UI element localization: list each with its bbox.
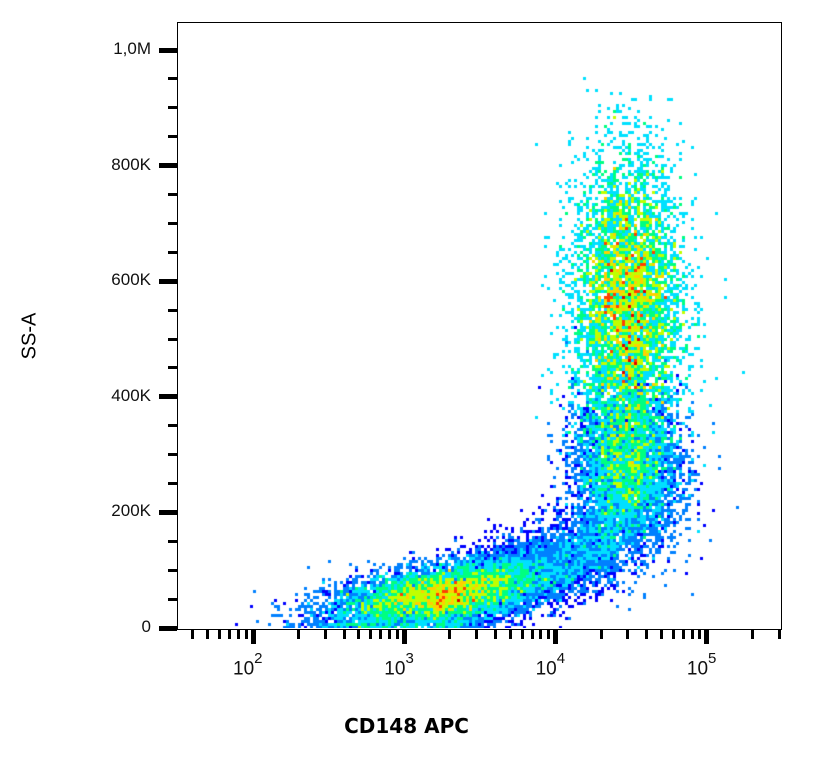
x-minor-tick: [205, 630, 209, 639]
x-major-tick: [704, 630, 710, 644]
y-minor-tick: [168, 135, 177, 139]
x-minor-tick: [750, 630, 754, 639]
x-major-tick: [401, 630, 407, 644]
y-minor-tick: [168, 193, 177, 196]
x-axis-label: CD148 APC: [344, 714, 469, 738]
y-major-tick: [159, 509, 177, 515]
x-minor-tick: [645, 630, 649, 639]
plot-area: [177, 22, 782, 630]
x-minor-tick: [530, 630, 534, 639]
x-minor-tick: [626, 630, 630, 639]
y-tick-label: 800K: [111, 154, 151, 174]
x-minor-tick: [493, 630, 497, 639]
x-minor-tick: [357, 630, 361, 639]
y-tick-label: 600K: [111, 270, 151, 290]
y-minor-tick: [168, 568, 177, 572]
x-minor-tick: [297, 630, 301, 639]
y-major-tick: [159, 163, 177, 169]
x-minor-tick: [671, 630, 675, 639]
y-minor-tick: [168, 106, 177, 110]
x-tick-label: 105: [686, 650, 717, 680]
y-tick-label: 0: [141, 617, 151, 636]
x-tick-label: 104: [535, 650, 566, 680]
x-minor-tick: [388, 630, 392, 639]
x-minor-tick: [659, 630, 663, 639]
x-minor-tick: [379, 630, 383, 639]
y-tick-label: 1,0M: [113, 39, 151, 58]
y-minor-tick: [168, 221, 177, 225]
x-minor-tick: [395, 630, 399, 639]
y-tick-label: 200K: [111, 501, 151, 521]
y-minor-tick: [168, 308, 177, 312]
y-minor-tick: [168, 482, 177, 485]
x-minor-tick: [690, 630, 694, 639]
x-minor-tick: [369, 630, 373, 639]
x-minor-tick: [191, 630, 195, 639]
x-minor-tick: [228, 630, 232, 639]
x-minor-tick: [217, 630, 221, 639]
x-minor-tick: [520, 630, 524, 639]
x-minor-tick: [599, 630, 603, 639]
y-minor-tick: [168, 250, 177, 254]
y-minor-tick: [168, 337, 177, 341]
y-major-tick: [159, 278, 177, 284]
y-minor-tick: [168, 424, 177, 428]
x-minor-tick: [342, 630, 346, 639]
y-tick-label: 400K: [111, 385, 151, 405]
density-scatter: [178, 23, 780, 628]
x-minor-tick: [323, 630, 327, 639]
x-minor-tick: [698, 630, 702, 639]
y-major-tick: [159, 47, 177, 53]
x-minor-tick: [547, 630, 551, 639]
y-minor-tick: [168, 453, 177, 457]
y-minor-tick: [168, 597, 177, 601]
x-minor-tick: [448, 630, 452, 639]
y-major-tick: [159, 394, 177, 400]
x-minor-tick: [681, 630, 685, 639]
y-axis-label: SS-A: [18, 312, 41, 360]
x-major-tick: [553, 630, 559, 644]
x-major-tick: [250, 630, 256, 644]
y-major-tick: [159, 625, 177, 631]
x-minor-tick: [508, 630, 512, 639]
x-minor-tick: [777, 630, 781, 639]
y-minor-tick: [168, 77, 177, 81]
y-minor-tick: [168, 539, 177, 543]
x-minor-tick: [236, 630, 240, 639]
x-minor-tick: [539, 630, 543, 639]
y-minor-tick: [168, 366, 177, 370]
x-minor-tick: [474, 630, 478, 639]
x-tick-label: 103: [384, 650, 414, 680]
x-minor-tick: [244, 630, 248, 639]
x-tick-label: 102: [233, 650, 263, 680]
